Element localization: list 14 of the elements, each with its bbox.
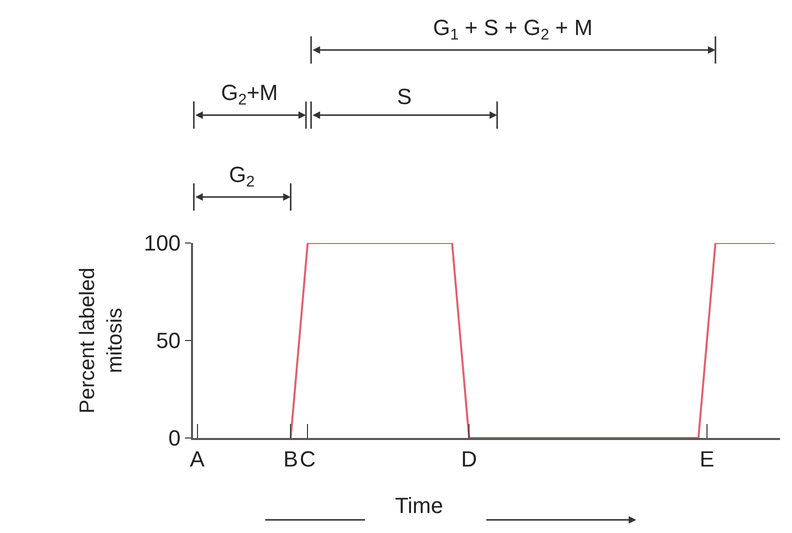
x-tick-label: B [283,446,298,472]
text: G$_{2}$ [229,162,255,191]
text: G$_{1}$ + S + G$_{2}$ + M [433,15,593,44]
x-tick-label: E [700,446,714,472]
y-tick-label: 100 [144,230,181,256]
x-tick-label: D [461,446,478,472]
x-tick-label: A [190,446,205,472]
x-tick-label: C [300,446,316,472]
y-tick-label: 0 [168,426,181,451]
text: G$_{2}$+M [221,80,278,109]
text: S [397,84,412,109]
y-tick-label: 50 [156,328,181,354]
y-axis-title: Percent labeled mitosis [76,268,127,414]
x-axis-title: Time [395,493,444,518]
